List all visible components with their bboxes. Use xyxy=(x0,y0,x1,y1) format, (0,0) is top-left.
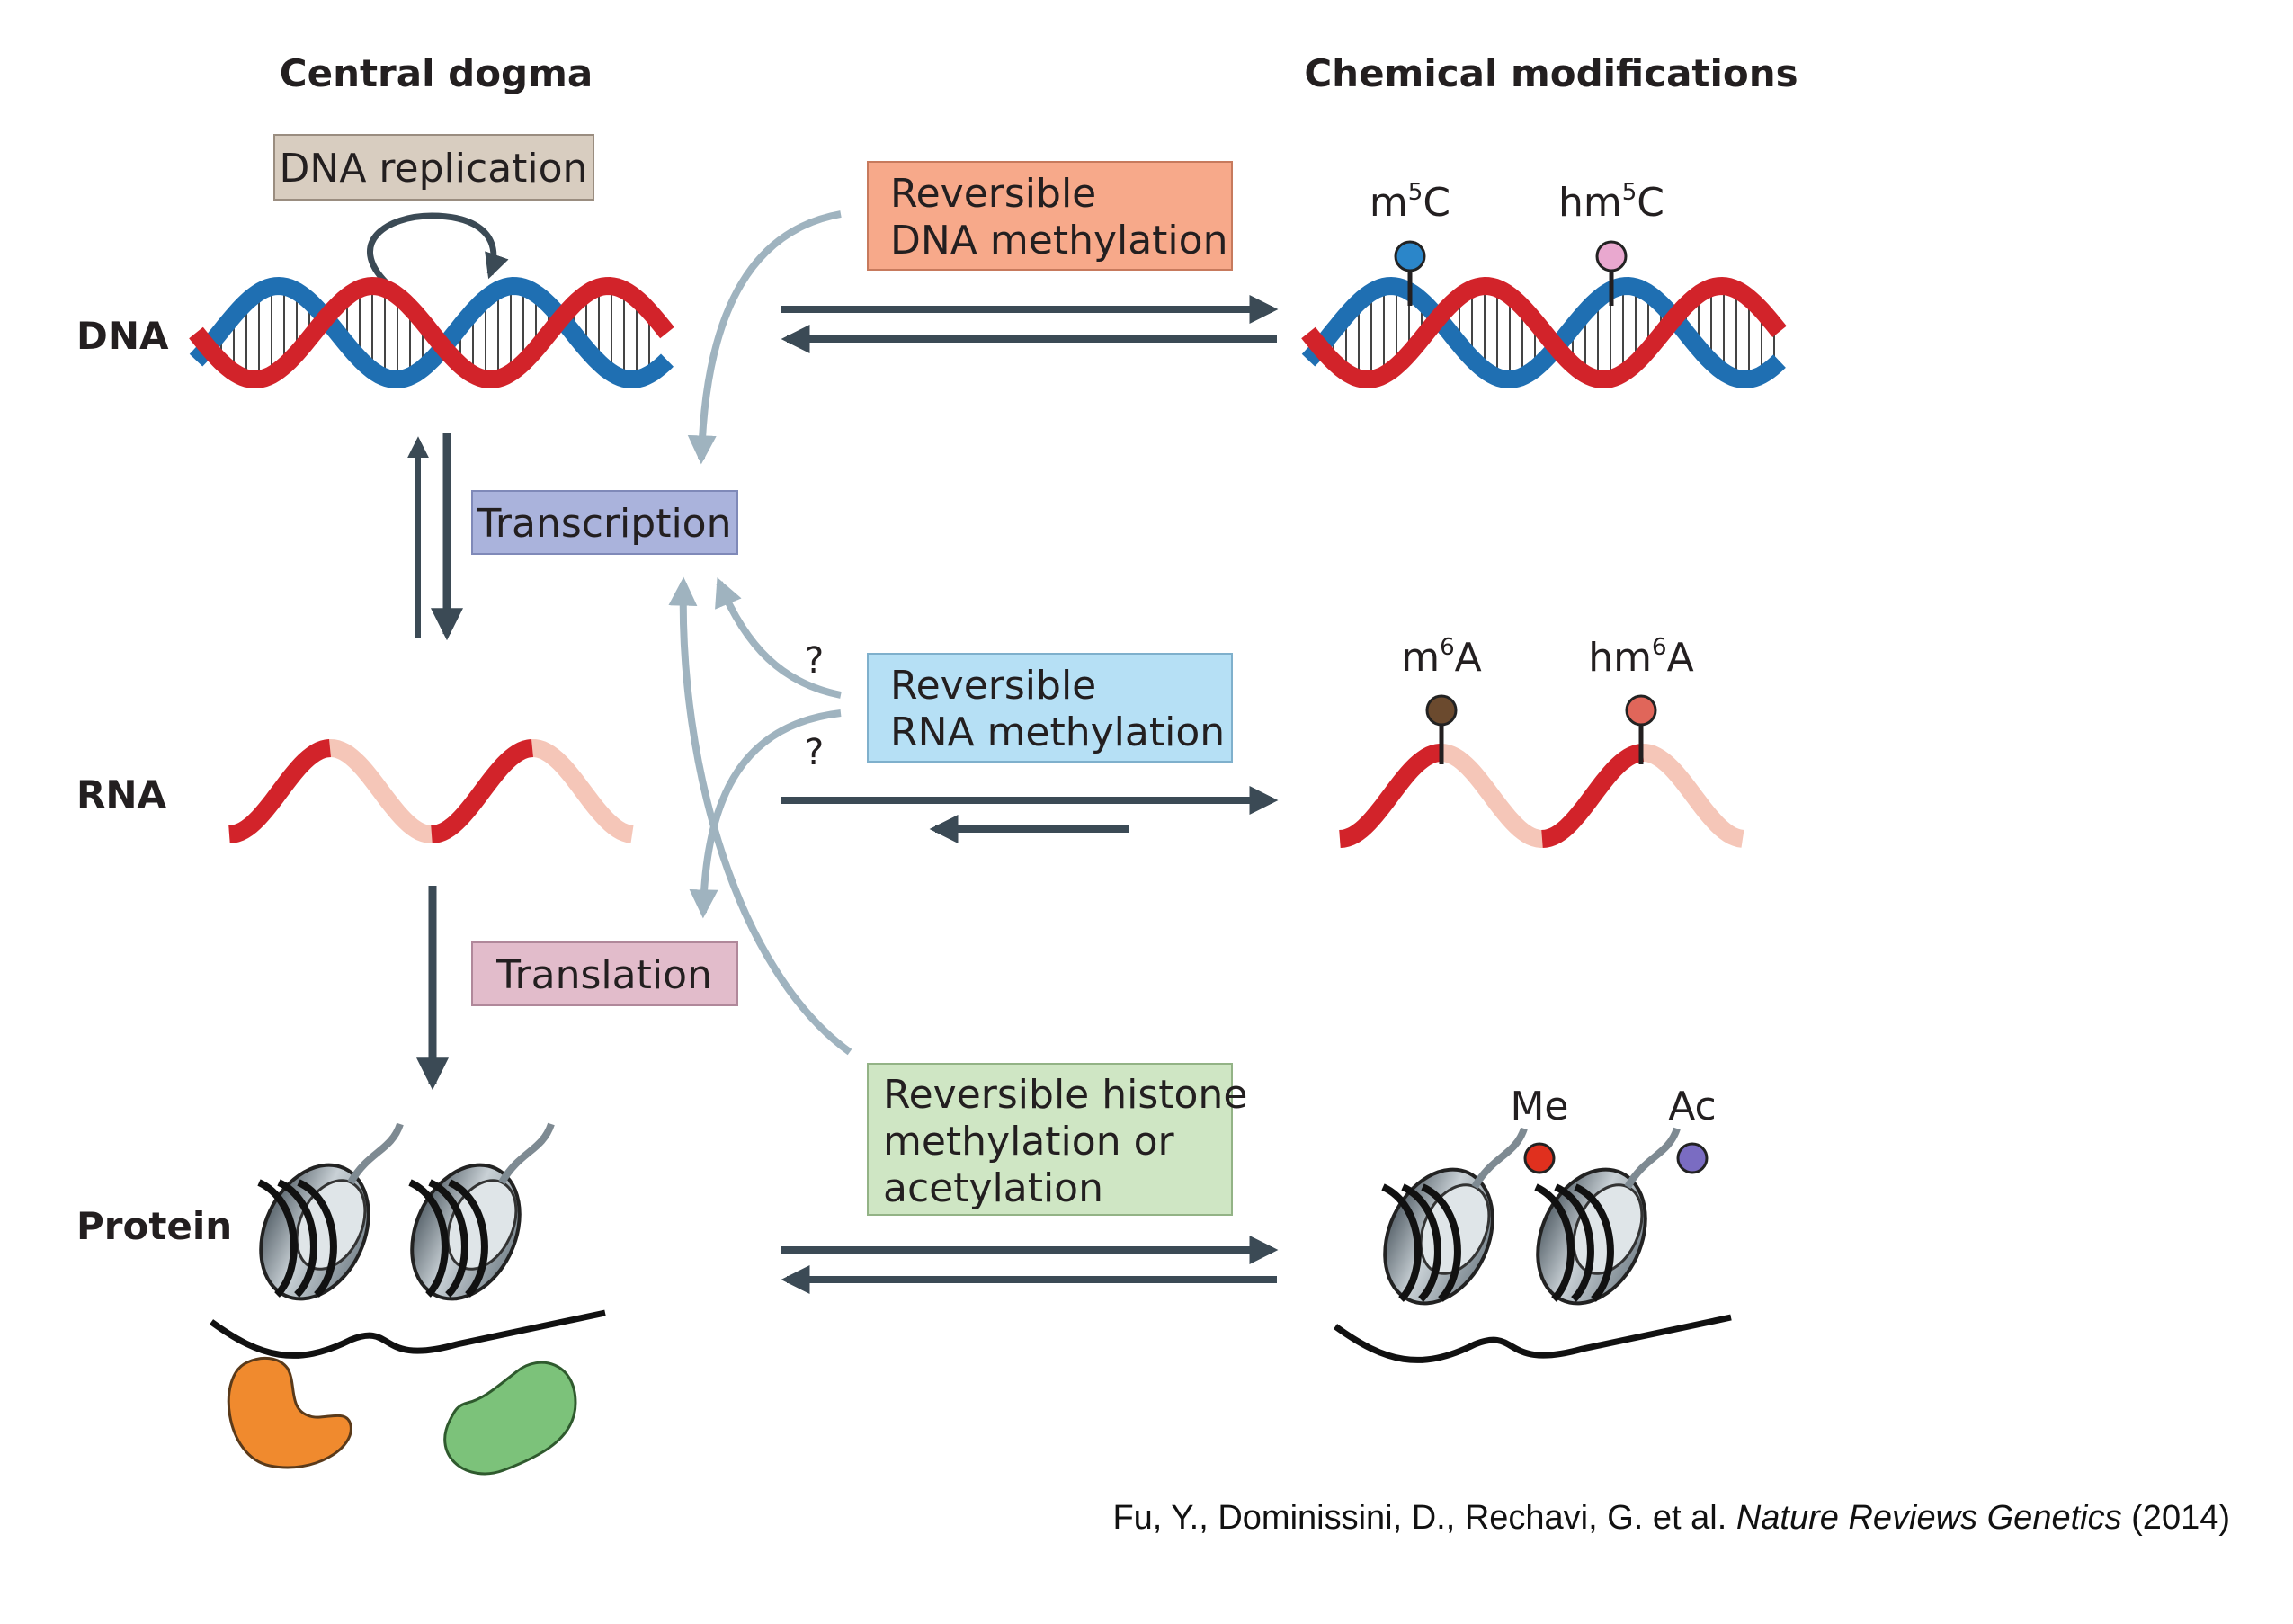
dna-helix-right xyxy=(1301,276,1787,389)
dna-methylation-box xyxy=(867,161,1233,271)
m6a-base: A xyxy=(1455,635,1482,681)
row-label-protein: Protein xyxy=(76,1204,232,1248)
rna-segment-red xyxy=(1541,744,1644,848)
histone-line1: Reversible histone xyxy=(883,1072,1247,1118)
acetyl-marker xyxy=(1676,1142,1709,1174)
dna-strand-blue xyxy=(189,276,674,389)
heading-central-dogma: Central dogma xyxy=(280,51,593,95)
m6a-sup: 6 xyxy=(1440,634,1455,661)
rna-strand-left xyxy=(228,738,634,844)
hm6a-base: A xyxy=(1667,635,1694,681)
replication-loop-arrow xyxy=(367,212,509,286)
linker-dna xyxy=(1333,1314,1732,1363)
histone-tail xyxy=(498,1122,555,1185)
wrapped-dna xyxy=(448,1179,488,1298)
dna-replication-label: DNA replication xyxy=(280,146,588,192)
svg-text:m6A: m6A xyxy=(1401,634,1482,681)
dna-strand-blue xyxy=(1301,276,1786,389)
rna-mark-hm6a: hm6A xyxy=(1588,634,1694,764)
histone-line2: methylation or xyxy=(883,1119,1174,1164)
m6a-prefix: m xyxy=(1401,635,1440,681)
dna-methylation-line1: Reversible xyxy=(890,171,1096,217)
dna-mark-m5c: m5C xyxy=(1370,179,1450,306)
dna-strand-red xyxy=(1301,276,1787,389)
dna-methylation-to-transcription-arrow xyxy=(687,210,842,465)
rna-segment-red xyxy=(431,739,533,843)
histone-line3: acetylation xyxy=(883,1165,1103,1211)
dna-strand-red xyxy=(189,276,674,389)
citation-authors: Fu, Y., Dominissini, D., Rechavi, G. et … xyxy=(1112,1499,1726,1537)
rna-methylation-to-translation-arrow xyxy=(689,709,842,919)
wrapped-dna xyxy=(1381,1183,1422,1302)
hm5c-sup: 5 xyxy=(1622,179,1637,206)
m5c-prefix: m xyxy=(1370,180,1408,226)
hm5c-base: C xyxy=(1637,180,1664,226)
wrapped-dna xyxy=(1401,1183,1441,1302)
rna-strand-right xyxy=(1339,743,1744,849)
histone-mark-ac: Ac xyxy=(1668,1084,1717,1174)
m5c-sup: 5 xyxy=(1408,179,1423,206)
hm6a-sup: 6 xyxy=(1652,634,1667,661)
nucleosomes-left xyxy=(209,1122,606,1359)
dna-methylation-line2: DNA methylation xyxy=(890,218,1227,263)
heading-chemical-modifications: Chemical modifications xyxy=(1304,51,1798,95)
transcription-box xyxy=(471,490,738,555)
histone-tail xyxy=(1471,1127,1528,1190)
rna-methylation-line1: Reversible xyxy=(890,663,1096,709)
nucleosomes-right xyxy=(1333,1127,1732,1363)
wrapped-dna xyxy=(1574,1183,1614,1302)
rna-segment-red xyxy=(1339,744,1441,848)
rna-methylation-to-transcription-arrow-a xyxy=(715,577,842,699)
histone-tail xyxy=(347,1122,404,1185)
wrapped-dna xyxy=(297,1179,337,1298)
m5c-marker xyxy=(1394,240,1426,272)
wrapped-dna xyxy=(1534,1183,1575,1302)
rna-methylation-box xyxy=(867,653,1233,763)
rna-mark-m6a: m6A xyxy=(1401,634,1482,764)
dna-helix-left xyxy=(189,276,674,389)
m5c-base: C xyxy=(1423,180,1450,226)
me-label: Me xyxy=(1510,1084,1568,1129)
question-mark-lower: ? xyxy=(805,732,824,773)
hm6a-marker xyxy=(1625,694,1657,727)
translation-box xyxy=(471,941,738,1006)
enzyme-green xyxy=(443,1361,577,1476)
svg-text:hm6A: hm6A xyxy=(1588,634,1693,681)
hm5c-prefix: hm xyxy=(1558,180,1622,226)
enzyme-orange xyxy=(227,1356,352,1469)
dna-mark-hm5c: hm5C xyxy=(1558,179,1664,306)
histone-tail xyxy=(1624,1127,1681,1190)
wrapped-dna xyxy=(1554,1183,1594,1302)
hm6a-prefix: hm xyxy=(1588,635,1652,681)
linker-dna xyxy=(209,1309,606,1359)
wrapped-dna xyxy=(1421,1183,1461,1302)
citation: Fu, Y., Dominissini, D., Rechavi, G. et … xyxy=(1112,1499,2230,1537)
question-mark-upper: ? xyxy=(805,640,824,682)
citation-year: (2014) xyxy=(2131,1499,2230,1537)
wrapped-dna xyxy=(277,1179,317,1298)
wrapped-dna xyxy=(257,1179,298,1298)
row-label-dna: DNA xyxy=(76,314,169,358)
methyl-marker xyxy=(1523,1142,1556,1174)
wrapped-dna xyxy=(408,1179,449,1298)
row-label-rna: RNA xyxy=(76,772,166,816)
m6a-marker xyxy=(1425,694,1458,727)
histone-mark-me: Me xyxy=(1510,1084,1569,1174)
histone-to-transcription-arrow xyxy=(668,576,852,1056)
histone-modification-box xyxy=(867,1063,1233,1216)
dna-replication-box xyxy=(273,134,594,201)
ac-label: Ac xyxy=(1668,1084,1717,1129)
hm5c-marker xyxy=(1595,240,1628,272)
citation-journal: Nature Reviews Genetics xyxy=(1736,1499,2122,1537)
rna-segment-red xyxy=(228,739,331,843)
svg-text:m5C: m5C xyxy=(1370,179,1450,226)
translation-label: Translation xyxy=(495,952,712,998)
wrapped-dna xyxy=(428,1179,468,1298)
transcription-label: Transcription xyxy=(477,501,732,547)
svg-text:hm5C: hm5C xyxy=(1558,179,1664,226)
rna-methylation-line2: RNA methylation xyxy=(890,709,1225,755)
